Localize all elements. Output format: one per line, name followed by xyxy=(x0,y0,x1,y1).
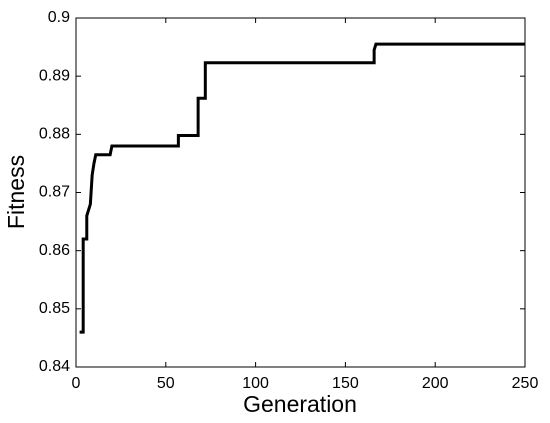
x-tick-label: 200 xyxy=(422,375,449,392)
y-tick-label: 0.84 xyxy=(39,358,70,375)
y-tick-label: 0.9 xyxy=(48,9,70,26)
x-tick-label: 0 xyxy=(72,375,81,392)
y-tick-label: 0.87 xyxy=(39,184,70,201)
line-series xyxy=(79,42,525,334)
y-tick-label: 0.88 xyxy=(39,126,70,143)
x-tick-label: 150 xyxy=(332,375,359,392)
x-tick-label: 100 xyxy=(242,375,269,392)
axes-box xyxy=(75,17,526,368)
x-axis-label: Generation xyxy=(243,391,357,417)
x-tick-label: 250 xyxy=(512,375,539,392)
x-tick-label: 50 xyxy=(157,375,175,392)
y-tick-label: 0.89 xyxy=(39,67,70,84)
y-tick-label: 0.85 xyxy=(39,300,70,317)
y-axis-label: Fitness xyxy=(3,155,29,229)
y-tick-label: 0.86 xyxy=(39,242,70,259)
